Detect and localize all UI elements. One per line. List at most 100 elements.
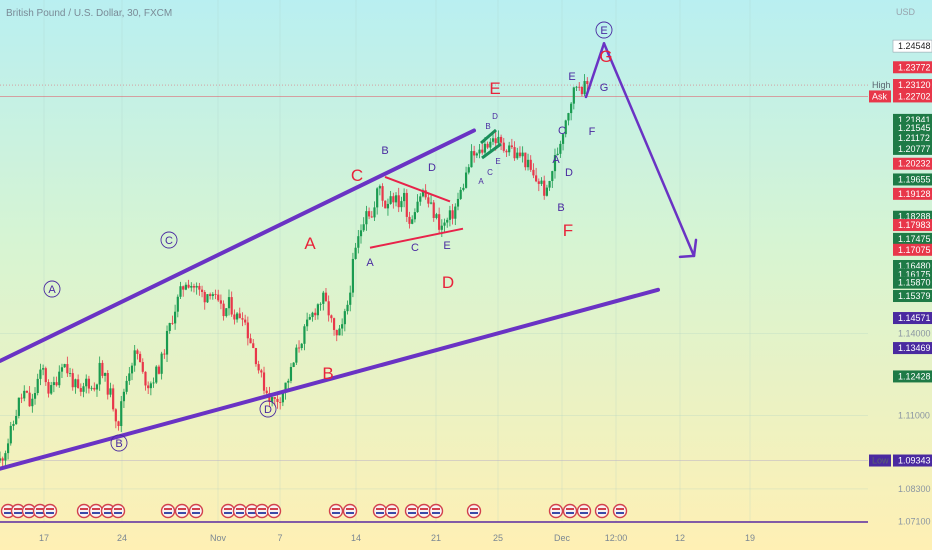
flag-upper-line[interactable] [480,128,497,145]
price-tag-label-bg [869,90,891,103]
wave-label-tiny: B [485,122,490,131]
candle-body [499,136,503,143]
event-flag-stripe [36,508,44,510]
event-flag-stripe [114,508,122,510]
price-tag[interactable]: 1.19128 [893,187,932,200]
candle-body [467,167,470,173]
candle-body [198,285,201,290]
triangle-lower-line[interactable] [369,227,464,249]
event-flag-icon[interactable] [188,503,204,519]
event-flag-icon[interactable] [254,503,270,519]
candle-body [106,373,109,395]
price-tag[interactable]: 1.21545 [893,121,932,134]
price-tag[interactable]: 1.12428 [893,370,932,383]
wave-label-small: A [552,154,560,166]
event-flag-stripe [46,512,54,514]
candle-body [71,373,74,388]
event-flag-icon[interactable] [160,503,176,519]
event-flag-icon[interactable] [416,503,432,519]
price-tag[interactable]: Low 1.09343 [869,454,932,467]
event-flag-stripe [420,508,428,510]
event-flag-stripe [432,512,440,514]
price-tag[interactable]: 1.14571 [893,312,932,325]
event-flag-icon[interactable] [466,503,482,519]
event-flag-icon[interactable] [32,503,48,519]
event-flag-icon[interactable] [548,503,564,519]
price-tag-bg [893,370,932,383]
price-tag[interactable]: 1.15379 [893,290,932,303]
event-flag-icon[interactable] [612,503,628,519]
event-flag-icon[interactable] [266,503,282,519]
projection-lead-line[interactable] [584,42,606,99]
candle-body [575,86,578,88]
wave-label-red: C [351,166,363,185]
candle-body [548,181,551,188]
event-icons[interactable] [0,503,628,519]
price-tag[interactable]: 1.19655 [893,173,932,186]
event-flag-stripe [114,512,122,514]
price-tag[interactable]: 1.15870 [893,276,932,289]
x-tick-label: 19 [745,533,755,543]
price-series[interactable] [0,74,592,467]
price-tag[interactable]: 1.20232 [893,157,932,170]
price-tag-bg [893,312,932,325]
event-flag-icon[interactable] [232,503,248,519]
price-tag-value: 1.20777 [898,144,931,154]
event-flag-icon[interactable] [594,503,610,519]
candle-body [416,201,419,213]
price-tag[interactable]: 1.20777 [893,142,932,155]
event-flag-icon[interactable] [428,503,444,519]
candle-body [252,343,255,349]
candle-body [130,365,134,374]
event-flag-icon[interactable] [404,503,420,519]
event-flag-icon[interactable] [562,503,578,519]
drawings[interactable] [0,42,698,471]
price-tag[interactable]: 1.21172 [893,132,932,145]
event-flag-icon[interactable] [372,503,388,519]
price-tag[interactable]: High 1.23120 [869,79,932,92]
event-flag-icon[interactable] [88,503,104,519]
x-tick-label: Dec [554,533,571,543]
projection-arrow-line[interactable] [602,42,696,258]
event-flag-icon[interactable] [384,503,400,519]
event-flag-icon[interactable] [328,503,344,519]
candle-body [370,216,373,218]
lower-channel-line[interactable] [0,287,660,471]
price-tag[interactable]: 1.17983 [893,219,932,232]
currency-label: USD [896,7,916,17]
price-scale[interactable]: 1.14000 1.11000 1.08300 1.07100 1.24548 1.237… [869,39,932,527]
candle-body [77,379,80,389]
candle-body [540,180,543,184]
event-flag-ring [174,503,190,519]
event-flag-icon[interactable] [576,503,592,519]
candle-body [138,353,142,363]
price-tag[interactable]: 1.24548 [892,39,932,53]
price-tag[interactable]: Ask 1.22702 [869,90,932,103]
candle-body [306,319,309,327]
wave-label-circled: D [259,400,277,418]
event-flag-stripe [580,508,588,510]
triangle-upper-line[interactable] [384,175,451,203]
price-tag[interactable]: 1.17075 [893,243,932,256]
event-flag-icon[interactable] [342,503,358,519]
event-flag-ring [562,503,578,519]
price-tag[interactable]: 1.17475 [893,232,932,245]
price-tag[interactable]: 1.23772 [893,61,932,74]
flag-lower-line[interactable] [481,142,502,160]
event-flag-icon[interactable] [220,503,236,519]
price-tag-bg [893,79,932,92]
event-flag-icon[interactable] [76,503,92,519]
event-flag-icon[interactable] [174,503,190,519]
candle-body [39,369,42,379]
event-flag-stripe [104,512,112,514]
event-flag-icon[interactable] [42,503,58,519]
candle-body [112,388,115,410]
price-tag-value: 1.23772 [898,62,931,72]
rising-channel-line[interactable] [0,128,476,363]
price-tag[interactable]: 1.13469 [893,342,932,355]
event-flag-icon[interactable] [110,503,126,519]
candle-body [31,398,34,407]
event-flag-stripe [598,508,606,510]
wave-label-small: A [366,257,374,269]
